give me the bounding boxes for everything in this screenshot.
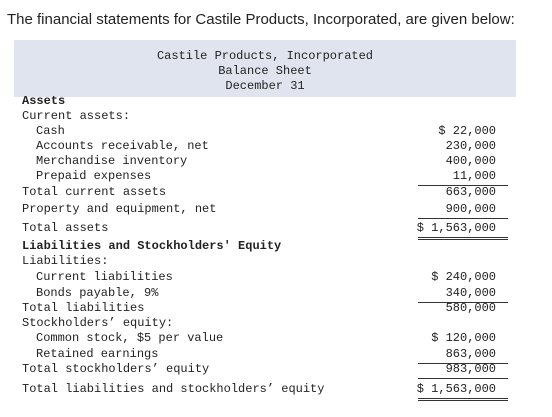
row-amount: 900,000 bbox=[445, 202, 496, 216]
underline bbox=[418, 378, 508, 379]
row-label: Merchandise inventory bbox=[36, 154, 188, 168]
underline bbox=[418, 218, 508, 219]
row-amount: $ 1,563,000 bbox=[416, 382, 496, 396]
intro-text: The financial statements for Castile Pro… bbox=[7, 11, 515, 28]
row-amount: $ 1,563,000 bbox=[416, 221, 496, 235]
row-label: Total liabilities and stockholders’ equi… bbox=[22, 382, 325, 396]
statement-title: Balance Sheet bbox=[218, 64, 312, 78]
row-amount: 400,000 bbox=[445, 154, 496, 168]
row-label: Property and equipment, net bbox=[22, 202, 217, 216]
row-amount: 580,000 bbox=[445, 301, 496, 315]
double-underline bbox=[418, 400, 508, 401]
row-amount: 340,000 bbox=[445, 286, 496, 300]
row-label: Cash bbox=[36, 124, 65, 138]
row-amount: 983,000 bbox=[445, 362, 496, 376]
row-amount: 863,000 bbox=[445, 347, 496, 361]
statement-header: Castile Products, Incorporated Balance S… bbox=[14, 40, 516, 97]
row-label: Prepaid expenses bbox=[36, 169, 152, 183]
double-underline bbox=[418, 239, 508, 240]
statement-date: December 31 bbox=[225, 79, 305, 93]
underline bbox=[418, 185, 508, 186]
row-label: Stockholders’ equity: bbox=[22, 316, 174, 330]
row-amount: 663,000 bbox=[445, 185, 496, 199]
row-label: Accounts receivable, net bbox=[36, 139, 209, 153]
row-label: Liabilities: bbox=[22, 254, 109, 268]
row-label: Liabilities and Stockholders' Equity bbox=[22, 239, 282, 253]
underline bbox=[418, 363, 508, 364]
row-amount: $ 22,000 bbox=[438, 124, 496, 138]
row-amount: $ 120,000 bbox=[431, 331, 496, 345]
row-amount: $ 240,000 bbox=[431, 270, 496, 284]
row-label: Total assets bbox=[22, 221, 109, 235]
underline bbox=[418, 398, 508, 399]
row-amount: 230,000 bbox=[445, 139, 496, 153]
row-label: Current liabilities bbox=[36, 270, 173, 284]
row-amount: 11,000 bbox=[452, 169, 496, 183]
underline bbox=[418, 237, 508, 238]
row-label: Common stock, $5 per value bbox=[36, 331, 224, 345]
row-label: Assets bbox=[22, 94, 66, 108]
row-label: Total liabilities bbox=[22, 301, 145, 315]
row-label: Total current assets bbox=[22, 185, 167, 199]
company-name: Castile Products, Incorporated bbox=[156, 49, 374, 63]
row-label: Bonds payable, 9% bbox=[36, 286, 159, 300]
row-label: Current assets: bbox=[22, 109, 131, 123]
row-label: Total stockholders’ equity bbox=[22, 362, 210, 376]
row-label: Retained earnings bbox=[36, 347, 159, 361]
underline bbox=[418, 302, 508, 303]
